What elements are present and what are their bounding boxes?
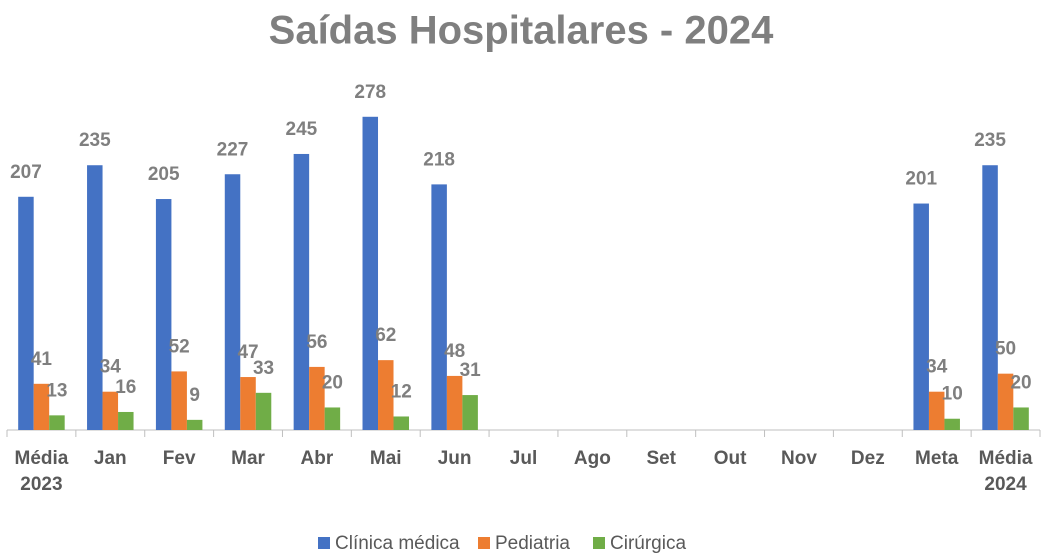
x-tick-label: Ago xyxy=(573,448,611,469)
x-tick-label: Média 2023 xyxy=(14,448,69,495)
bar xyxy=(118,411,134,430)
data-label: 52 xyxy=(169,336,190,357)
bar xyxy=(155,199,172,430)
bar xyxy=(431,184,447,430)
x-tick-label: Mai xyxy=(369,448,402,469)
bar xyxy=(393,416,410,430)
data-label: 278 xyxy=(354,82,386,103)
data-label: 62 xyxy=(375,325,396,346)
bar xyxy=(462,395,478,430)
bar xyxy=(928,391,945,430)
data-label: 50 xyxy=(995,339,1016,360)
bar xyxy=(982,165,998,430)
data-label: 31 xyxy=(460,360,482,381)
legend-label: Pediatria xyxy=(495,533,570,554)
bar xyxy=(18,196,34,430)
data-label: 235 xyxy=(79,130,111,151)
data-label: 47 xyxy=(237,342,258,363)
bar xyxy=(997,373,1014,430)
bar xyxy=(87,165,103,430)
bar xyxy=(944,418,960,430)
legend-swatch xyxy=(318,537,330,549)
x-tick-label: Abr xyxy=(300,448,334,469)
x-tick-label: Meta xyxy=(915,448,959,469)
bar xyxy=(913,203,929,430)
bar xyxy=(49,415,65,430)
x-tick-label: Out xyxy=(713,448,747,469)
data-label: 48 xyxy=(444,341,465,362)
legend-label: Cirúrgica xyxy=(610,533,686,554)
data-label: 13 xyxy=(46,380,67,401)
bar xyxy=(378,360,394,430)
x-tick-label: Nov xyxy=(781,448,817,469)
bar xyxy=(240,377,256,430)
bar xyxy=(324,407,341,430)
data-label: 34 xyxy=(926,357,948,378)
chart-title: Saídas Hospitalares - 2024 xyxy=(269,9,774,53)
data-label: 20 xyxy=(322,372,343,393)
data-label: 33 xyxy=(253,358,274,379)
bar xyxy=(186,419,203,430)
data-label: 56 xyxy=(306,332,327,353)
data-label: 245 xyxy=(286,119,318,140)
data-label: 12 xyxy=(391,381,412,402)
x-tick-label: Jan xyxy=(93,448,127,469)
bar xyxy=(224,174,241,430)
x-tick-label: Fev xyxy=(162,448,196,469)
x-tick-label: Mar xyxy=(231,448,265,469)
x-tick-label: Jul xyxy=(509,448,538,469)
legend-swatch xyxy=(593,537,605,549)
data-label: 207 xyxy=(10,162,42,183)
legend-swatch xyxy=(478,537,490,549)
x-tick-label: Set xyxy=(646,448,677,469)
bar xyxy=(309,366,325,430)
bar xyxy=(102,391,119,430)
bar xyxy=(446,375,463,430)
data-label: 201 xyxy=(905,169,937,190)
x-tick-label: Dez xyxy=(850,448,885,469)
data-label: 10 xyxy=(942,384,963,405)
data-label: 41 xyxy=(31,349,53,370)
bar xyxy=(1013,407,1029,430)
legend-label: Clínica médica xyxy=(335,533,460,554)
data-label: 218 xyxy=(423,149,455,170)
x-tick-label: Média 2024 xyxy=(978,448,1033,495)
data-label: 9 xyxy=(189,385,200,406)
bar xyxy=(33,383,50,430)
bar xyxy=(362,116,379,430)
data-label: 34 xyxy=(100,357,122,378)
bar xyxy=(255,392,272,430)
data-label: 235 xyxy=(974,130,1006,151)
data-label: 227 xyxy=(217,139,249,160)
data-label: 205 xyxy=(148,164,180,185)
data-label: 16 xyxy=(115,377,136,398)
data-label: 20 xyxy=(1010,372,1031,393)
x-tick-label: Jun xyxy=(437,448,472,469)
bar xyxy=(293,153,310,430)
bar xyxy=(171,371,187,430)
